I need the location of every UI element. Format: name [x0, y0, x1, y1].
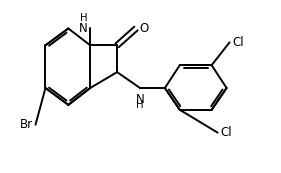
Text: Br: Br [19, 118, 33, 131]
Text: N: N [78, 22, 87, 35]
Text: Cl: Cl [233, 36, 244, 49]
Text: Cl: Cl [221, 126, 232, 139]
Text: H: H [136, 100, 144, 110]
Text: O: O [139, 22, 148, 35]
Text: H: H [80, 12, 87, 22]
Text: N: N [136, 93, 144, 106]
